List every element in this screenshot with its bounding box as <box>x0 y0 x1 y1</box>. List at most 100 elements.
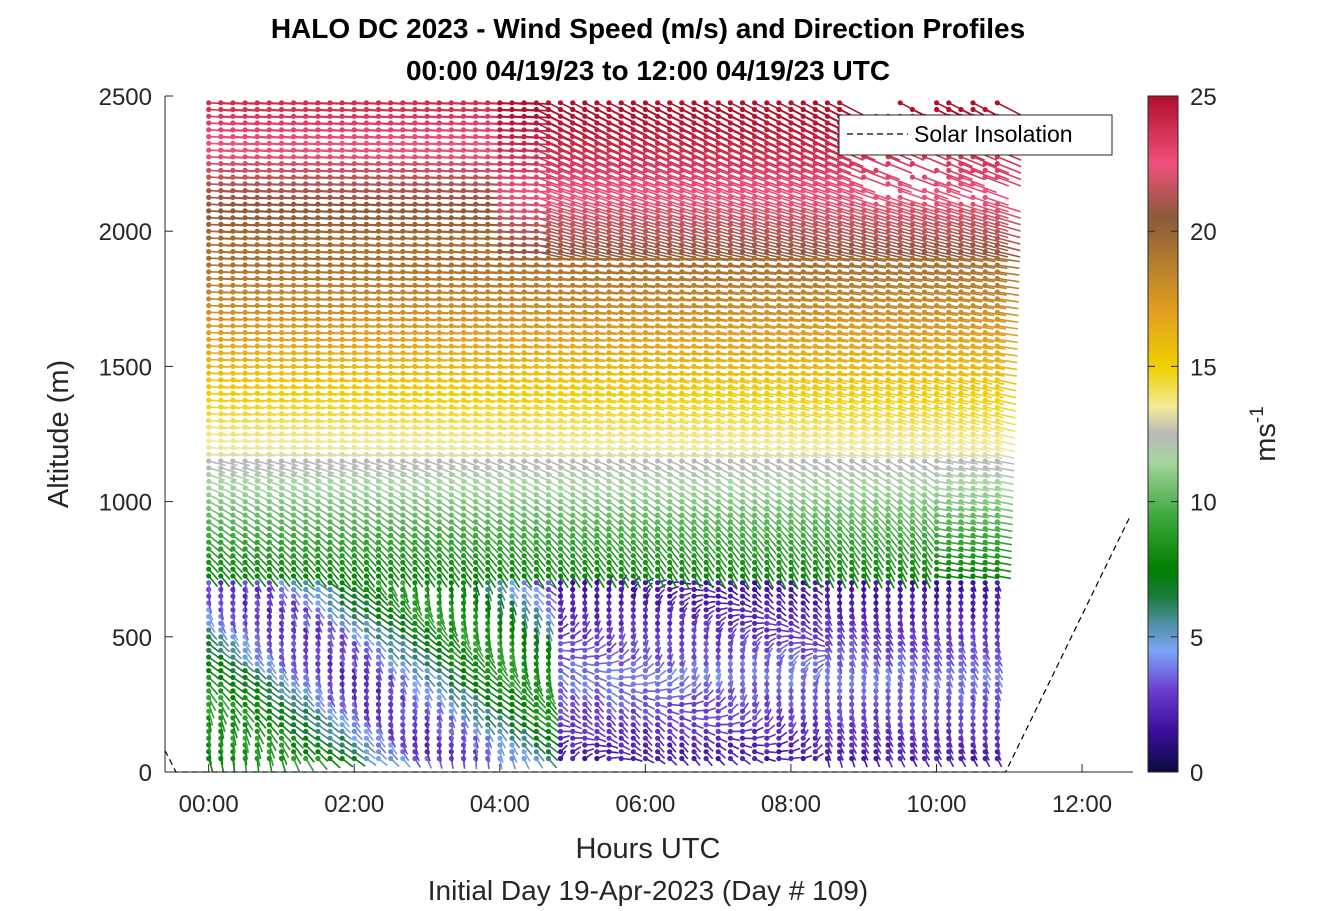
wind-arrow-point <box>278 485 285 491</box>
wind-arrow-point <box>266 397 272 403</box>
wind-arrow-point <box>351 451 357 457</box>
wind-arrow-point <box>400 343 406 349</box>
wind-arrow-point <box>400 147 406 153</box>
wind-arrow-point <box>448 668 454 674</box>
wind-arrow-point <box>436 208 442 214</box>
wind-arrow-point <box>460 343 467 349</box>
wind-arrow-point <box>303 127 309 133</box>
wind-arrow-point <box>278 343 285 349</box>
wind-arrow-point <box>363 390 369 396</box>
wind-arrow-point <box>266 215 272 221</box>
wind-arrow-point <box>460 336 467 342</box>
wind-arrow-shaft <box>378 460 396 468</box>
wind-arrow-point <box>388 154 394 160</box>
wind-arrow-point <box>363 370 369 376</box>
wind-arrow-point <box>339 323 345 329</box>
wind-arrow-shaft <box>378 419 398 424</box>
wind-arrow-point <box>315 701 321 708</box>
wind-arrow-shaft <box>208 460 226 467</box>
wind-arrow-point <box>266 695 272 701</box>
wind-arrow-point <box>327 208 333 214</box>
wind-arrow-point <box>303 458 309 464</box>
wind-arrow-point <box>291 357 297 363</box>
wind-arrow-point <box>266 120 272 126</box>
wind-arrow-point <box>497 343 503 349</box>
wind-arrow-point <box>339 282 345 288</box>
wind-arrow-point <box>448 458 454 464</box>
wind-arrow-point <box>303 140 309 146</box>
wind-arrow-point <box>388 566 394 572</box>
wind-arrow-point <box>206 553 212 559</box>
wind-arrow-point <box>351 492 357 498</box>
wind-arrow-point <box>400 478 406 484</box>
wind-arrow-point <box>424 641 430 647</box>
wind-arrow-point <box>303 282 309 288</box>
wind-arrow-point <box>473 695 479 701</box>
wind-arrow-point <box>375 519 382 525</box>
wind-arrow-point <box>448 411 454 417</box>
wind-arrow-point <box>351 194 357 200</box>
wind-arrow-point <box>388 255 394 261</box>
wind-arrow-point <box>266 390 272 396</box>
wind-arrow-point <box>266 269 272 275</box>
wind-arrow-point <box>400 154 406 160</box>
wind-arrow-point <box>254 411 260 417</box>
wind-arrow-point <box>254 167 260 173</box>
wind-arrow-point <box>375 127 382 133</box>
wind-arrow-point <box>436 647 442 653</box>
wind-arrow-point <box>388 147 394 153</box>
wind-arrow-point <box>436 695 442 701</box>
wind-arrow-point <box>315 303 321 309</box>
wind-arrow-shaft <box>232 460 250 467</box>
wind-arrow-point <box>436 194 442 200</box>
wind-arrow-point <box>327 316 333 322</box>
wind-arrow-point <box>339 181 345 187</box>
wind-arrow-shaft <box>220 453 239 457</box>
wind-arrow-point <box>291 749 297 755</box>
wind-arrow-point <box>291 309 297 315</box>
wind-arrow-point <box>448 350 454 356</box>
wind-arrow-point <box>388 465 394 471</box>
wind-arrow-point <box>303 593 309 599</box>
wind-arrow-point <box>485 242 491 248</box>
wind-arrow-point <box>363 384 369 390</box>
wind-arrow-point <box>497 282 503 288</box>
wind-arrow-point <box>291 113 297 119</box>
wind-arrow-point <box>509 519 515 525</box>
wind-arrow-point <box>327 357 333 363</box>
wind-arrow-point <box>315 580 321 586</box>
wind-arrow-point <box>254 735 260 741</box>
wind-arrow-point <box>363 580 369 586</box>
wind-arrow-point <box>473 228 479 234</box>
wind-arrow-point <box>497 262 503 268</box>
wind-arrow-point <box>315 384 321 390</box>
wind-arrow-point <box>291 194 297 200</box>
wind-arrow-point <box>351 255 357 261</box>
wind-arrow-point <box>436 444 442 451</box>
wind-arrow-point <box>303 336 309 342</box>
wind-arrow-point <box>363 188 369 194</box>
wind-arrow-point <box>206 478 212 484</box>
wind-arrow-point <box>424 303 430 309</box>
wind-arrow-point <box>206 303 212 309</box>
wind-arrow-point <box>206 566 212 572</box>
wind-arrow-point <box>424 161 430 167</box>
wind-arrow-point <box>230 417 236 424</box>
wind-arrow-point <box>388 654 394 660</box>
wind-arrow-point <box>412 242 418 248</box>
wind-arrow-point <box>388 620 394 626</box>
wind-arrow-point <box>424 201 430 207</box>
wind-arrow-point <box>206 100 212 106</box>
wind-arrow-point <box>363 167 369 173</box>
wind-arrow-point <box>363 113 369 119</box>
wind-arrow-point <box>254 188 260 194</box>
wind-arrow-point <box>388 485 394 491</box>
wind-arrow-point <box>339 235 345 241</box>
wind-arrow-point <box>291 539 297 545</box>
wind-arrow-point <box>473 499 479 505</box>
wind-arrow-point <box>254 424 260 430</box>
wind-arrow-point <box>303 553 309 559</box>
wind-arrow-point <box>460 147 467 153</box>
wind-arrow-point <box>497 201 503 207</box>
wind-arrow-point <box>388 451 394 457</box>
